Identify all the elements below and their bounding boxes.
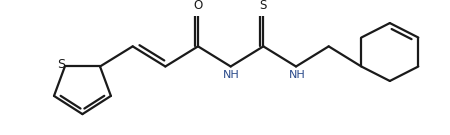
Text: NH: NH — [223, 70, 240, 80]
Text: S: S — [57, 58, 65, 71]
Text: S: S — [260, 0, 267, 13]
Text: NH: NH — [288, 70, 306, 80]
Text: O: O — [194, 0, 202, 13]
